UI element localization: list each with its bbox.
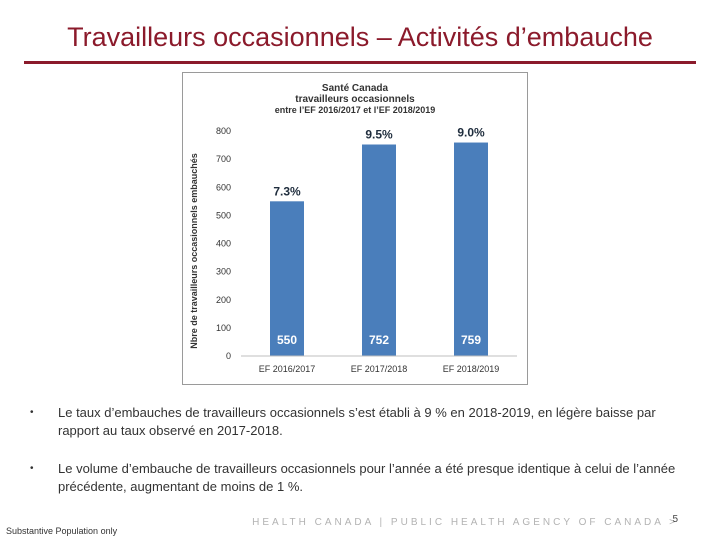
y-tick-label: 300 [216, 267, 231, 277]
bar [362, 144, 396, 356]
y-tick-label: 400 [216, 239, 231, 249]
bar-value-label: 550 [277, 333, 297, 347]
chart-frame: Santé Canada travailleurs occasionnels e… [182, 72, 528, 385]
y-tick-label: 800 [216, 126, 231, 136]
bar-chart: Santé Canada travailleurs occasionnels e… [189, 83, 517, 374]
bar [270, 201, 304, 356]
x-tick-label: EF 2017/2018 [351, 364, 408, 374]
bar-rate-label: 7.3% [273, 184, 301, 198]
footer-band [0, 512, 720, 540]
bar-value-label: 752 [369, 333, 389, 347]
slide-title: Travailleurs occasionnels – Activités d’… [67, 22, 653, 52]
bar-rate-label: 9.5% [365, 128, 393, 142]
footer-agency-text: HEALTH CANADA | PUBLIC HEALTH AGENCY OF … [252, 517, 678, 528]
bullet-marker: • [30, 407, 34, 418]
y-tick-label: 100 [216, 323, 231, 333]
bullet-text: Le volume d’embauche de travailleurs occ… [58, 461, 676, 494]
y-tick-label: 0 [226, 351, 231, 361]
x-tick-label: EF 2018/2019 [443, 364, 500, 374]
bar-rate-label: 9.0% [457, 126, 485, 140]
bullet-item: • Le taux d’embauches de travailleurs oc… [30, 404, 690, 440]
bullet-item: • Le volume d’embauche de travailleurs o… [30, 460, 690, 496]
chart-subtitle-line-1: travailleurs occasionnels [295, 94, 415, 105]
x-tick-label: EF 2016/2017 [259, 364, 316, 374]
title-divider [24, 61, 696, 64]
chart-subtitle-line-2: entre l’EF 2016/2017 et l’EF 2018/2019 [275, 105, 436, 115]
y-axis-label: Nbre de travailleurs occasionnels embauc… [189, 153, 199, 349]
bar-value-label: 759 [461, 333, 481, 347]
y-tick-label: 500 [216, 210, 231, 220]
bullet-text: Le taux d’embauches de travailleurs occa… [58, 405, 656, 438]
y-tick-label: 600 [216, 182, 231, 192]
chart-title: Santé Canada [322, 83, 389, 94]
bullet-marker: • [30, 463, 34, 474]
bar [454, 142, 488, 356]
y-tick-label: 200 [216, 295, 231, 305]
page-number: 5 [672, 514, 678, 525]
bullet-list: • Le taux d’embauches de travailleurs oc… [30, 404, 690, 516]
footer-note: Substantive Population only [6, 526, 118, 536]
y-tick-label: 700 [216, 154, 231, 164]
